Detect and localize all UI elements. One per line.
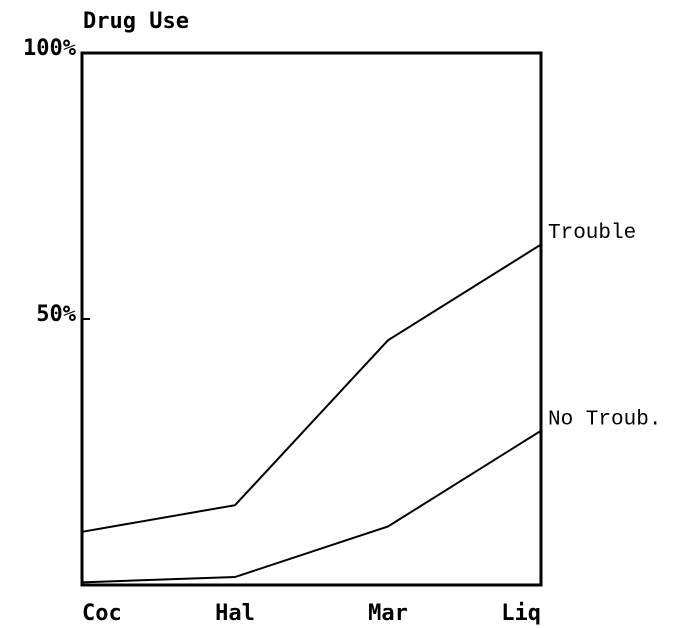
x-tick-label: Hal <box>215 601 255 626</box>
series-line <box>81 429 542 584</box>
x-tick-label: Coc <box>82 601 122 626</box>
chart-title: Drug Use <box>83 9 189 34</box>
series-label: Trouble <box>548 222 636 245</box>
x-tick-label: Liq <box>501 601 541 626</box>
series-label: No Troub. <box>548 408 661 431</box>
series-line <box>81 243 542 533</box>
plot-frame <box>80 51 543 587</box>
y-tick-label: 100% <box>23 36 77 61</box>
x-tick-label: Mar <box>368 601 408 626</box>
y-tick-label: 50% <box>36 302 76 327</box>
